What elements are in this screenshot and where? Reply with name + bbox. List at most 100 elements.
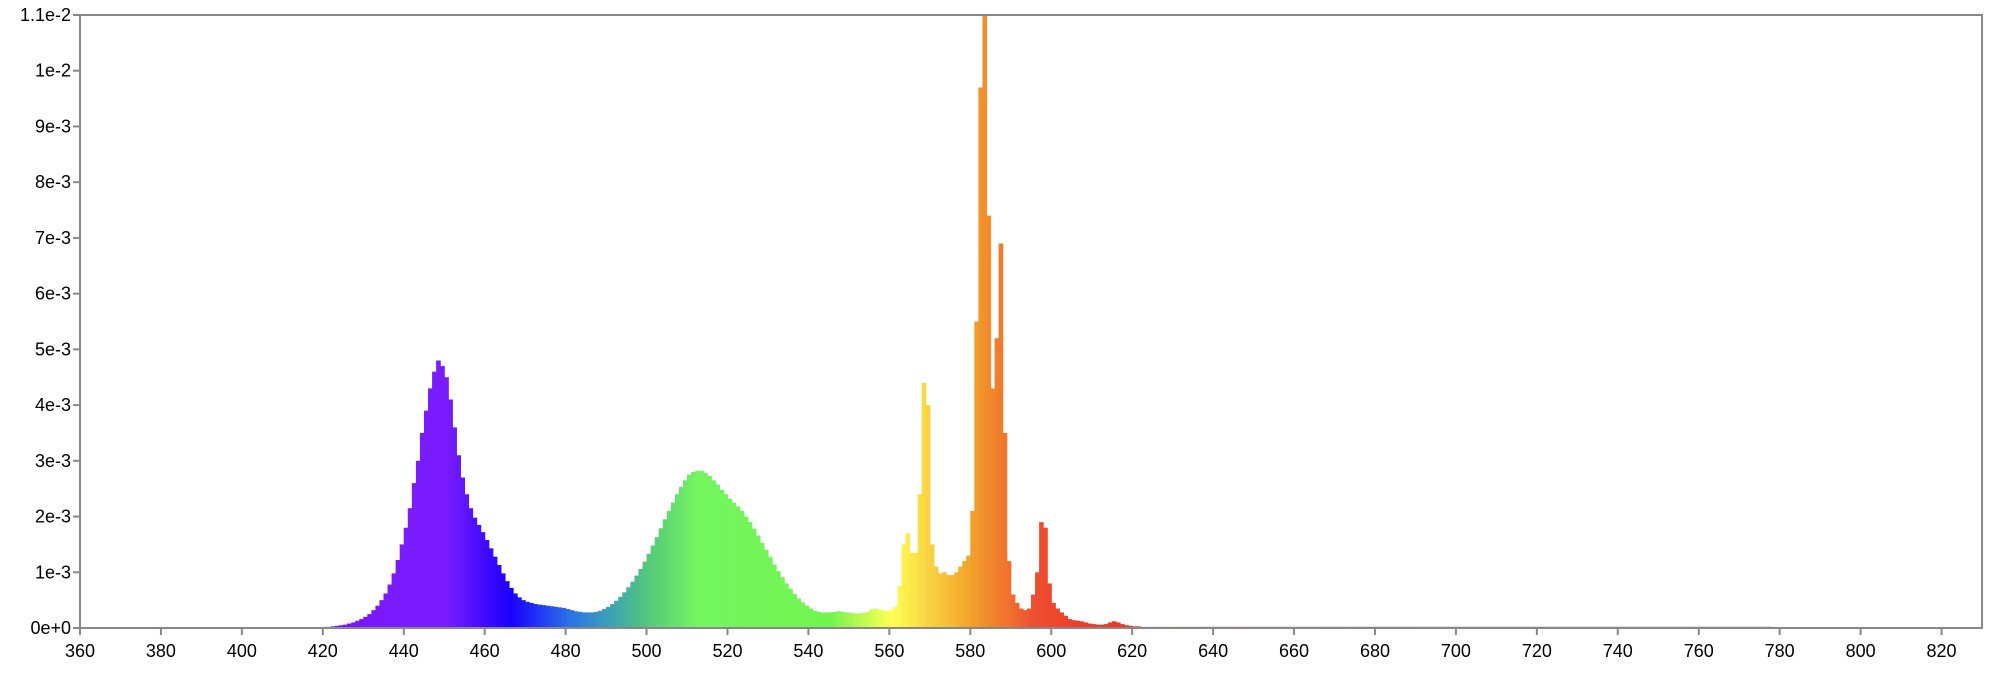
spectrum-bar (695, 470, 700, 628)
spectrum-bar (1095, 624, 1101, 628)
spectrum-bar (650, 545, 656, 628)
spectrum-bar (921, 382, 927, 628)
spectrum-bar (767, 557, 773, 628)
spectrum-bar (1128, 625, 1133, 628)
spectrum-bar (622, 592, 627, 628)
spectrum-bar (355, 620, 360, 628)
spectrum-bar (848, 612, 854, 628)
spectrum-bar (982, 15, 988, 628)
spectrum-bar (339, 625, 344, 628)
x-tick-label: 740 (1603, 641, 1633, 661)
y-tick-label: 1e-2 (35, 61, 71, 81)
spectrum-bar (1022, 610, 1028, 628)
spectrum-bar (577, 611, 583, 628)
spectrum-bar (966, 555, 971, 628)
spectrum-bar (711, 480, 716, 628)
spectrum-bar (351, 622, 356, 628)
spectrum-bar (500, 573, 506, 628)
spectrum-bar (557, 607, 563, 628)
spectrum-bar (1055, 608, 1060, 628)
spectrum-bar (804, 605, 810, 628)
spectrum-bar (1099, 624, 1105, 628)
spectrum-bar (776, 571, 781, 628)
spectrum-bar (970, 510, 975, 628)
x-tick-label: 460 (470, 641, 500, 661)
x-axis-ticks: 360 380 400 420 440 460 480 500 520 540 560 580 600 6… (65, 628, 1957, 661)
spectrum-bar (937, 573, 943, 628)
spectrum-bar (844, 612, 850, 628)
spectrum-bar (403, 527, 409, 628)
y-tick-label: 3e-3 (35, 451, 71, 471)
spectrum-bar (476, 524, 482, 628)
spectrum-bar (751, 528, 757, 628)
y-tick-label: 8e-3 (35, 172, 71, 192)
spectrum-bar (460, 477, 466, 628)
spectrum-bar (917, 494, 923, 628)
spectrum-bar (464, 494, 470, 628)
spectrum-bar (343, 624, 348, 628)
spectrum-bar (517, 597, 522, 628)
spectrum-bar (1079, 621, 1085, 628)
spectrum-bar (1006, 561, 1012, 628)
spectrum-bar (820, 612, 826, 628)
spectrum-bar (877, 609, 882, 628)
spectrum-bar (978, 87, 984, 628)
spectrum-bar (861, 612, 866, 628)
spectrum-bar (561, 607, 567, 628)
y-tick-label: 6e-3 (35, 284, 71, 304)
spectrum-bar (885, 610, 890, 628)
spectrum-bar (1018, 608, 1024, 628)
spectrum-bar (828, 612, 834, 628)
x-tick-label: 720 (1522, 641, 1552, 661)
spectrum-bar (687, 474, 692, 628)
spectrum-bar (1002, 432, 1008, 628)
spectrum-bar (480, 532, 486, 628)
spectrum-bar (873, 608, 878, 628)
spectrum-bar (1010, 594, 1016, 628)
spectrum-bar (436, 360, 441, 628)
spectrum-bar (772, 564, 777, 628)
spectrum-bar (496, 565, 502, 628)
spectrum-bar (962, 561, 967, 628)
spectrum-bar (658, 528, 664, 628)
spectrum-bar (375, 605, 381, 628)
spectrum-bar (589, 612, 595, 628)
spectrum-bar (893, 606, 899, 628)
x-tick-label: 500 (632, 641, 662, 661)
spectrum-bar (1039, 522, 1044, 628)
spectrum-bar (691, 471, 696, 628)
x-tick-label: 600 (1036, 641, 1066, 661)
spectrum-bar (1035, 572, 1040, 628)
spectrum-bar (812, 610, 818, 628)
spectrum-bar (428, 388, 433, 628)
spectrum-bar (998, 243, 1004, 629)
spectrum-bar (747, 522, 753, 628)
spectrum-bar (727, 498, 733, 628)
spectrum-bar (731, 502, 737, 628)
spectrum-bar (387, 584, 393, 628)
spectrum-bar (662, 519, 668, 628)
spectrum-bar (1059, 612, 1064, 628)
x-tick-label: 560 (874, 641, 904, 661)
spectrum-bar (755, 535, 761, 628)
spectrum-bar (573, 611, 579, 628)
spectrum-bars (282, 15, 1773, 629)
spectrum-bar (682, 480, 688, 628)
spectrum-bar (1014, 602, 1020, 628)
x-tick-label: 640 (1198, 641, 1228, 661)
spectrum-bar (593, 611, 599, 628)
spectrum-bar (925, 405, 931, 628)
spectrum-bar (533, 604, 538, 628)
spectrum-bar (699, 470, 704, 628)
y-tick-label: 1e-3 (35, 562, 71, 582)
x-tick-label: 480 (551, 641, 581, 661)
spectrum-bar (334, 625, 340, 628)
spectrum-bar (597, 610, 603, 628)
spectrum-bar (958, 566, 963, 628)
spectrum-bar (504, 581, 510, 628)
spectrum-bar (569, 610, 575, 628)
spectrum-bar (852, 613, 858, 628)
spectrum-bar (897, 586, 903, 628)
x-tick-label: 400 (227, 641, 257, 661)
spectrum-bar (788, 588, 793, 628)
